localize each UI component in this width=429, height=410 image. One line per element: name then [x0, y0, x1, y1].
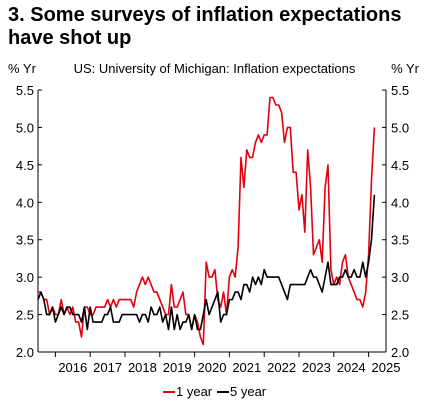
y-tick-label-left: 2.5	[16, 308, 34, 323]
y-tick-label-right: 2.0	[391, 345, 409, 360]
y-tick-label-right: 3.5	[391, 233, 409, 248]
x-tick-label: 2020	[198, 360, 227, 375]
legend-label-1-year: 1 year	[176, 384, 213, 399]
y-tick-label-right: 3.0	[391, 270, 409, 285]
y-tick-label-left: 5.0	[16, 120, 34, 135]
y-tick-label-left: 4.0	[16, 195, 34, 210]
y-tick-label-right: 5.5	[391, 83, 409, 98]
series-line-1-year	[38, 96, 376, 346]
y-tick-label-left: 3.5	[16, 233, 34, 248]
y-tick-label-right: 5.0	[391, 120, 409, 135]
chart-title: 3. Some surveys of inflation expectation…	[8, 4, 402, 49]
legend-label-5-year: 5 year	[230, 384, 267, 399]
y-tick-label-right: 4.0	[391, 195, 409, 210]
y-tick-label-left: 3.0	[16, 270, 34, 285]
x-tick-label: 2021	[232, 360, 261, 375]
x-tick-label: 2016	[58, 360, 87, 375]
y-tick-label-left: 5.5	[16, 83, 34, 98]
x-tick-label: 2024	[337, 360, 366, 375]
x-tick-label: 2022	[267, 360, 296, 375]
y-tick-label-right: 2.5	[391, 308, 409, 323]
y-tick-label-left: 4.5	[16, 158, 34, 173]
y-tick-label-right: 4.5	[391, 158, 409, 173]
x-tick-label: 2019	[163, 360, 192, 375]
right-axis-unit: % Yr	[391, 61, 419, 76]
y-tick-label-left: 2.0	[16, 345, 34, 360]
x-tick-label: 2017	[93, 360, 122, 375]
x-tick-label: 2025	[372, 360, 401, 375]
chart-subtitle: US: University of Michigan: Inflation ex…	[73, 61, 356, 76]
x-tick-label: 2023	[302, 360, 331, 375]
series-line-5-year	[37, 194, 376, 331]
x-tick-label: 2018	[128, 360, 157, 375]
left-axis-unit: % Yr	[8, 61, 36, 76]
